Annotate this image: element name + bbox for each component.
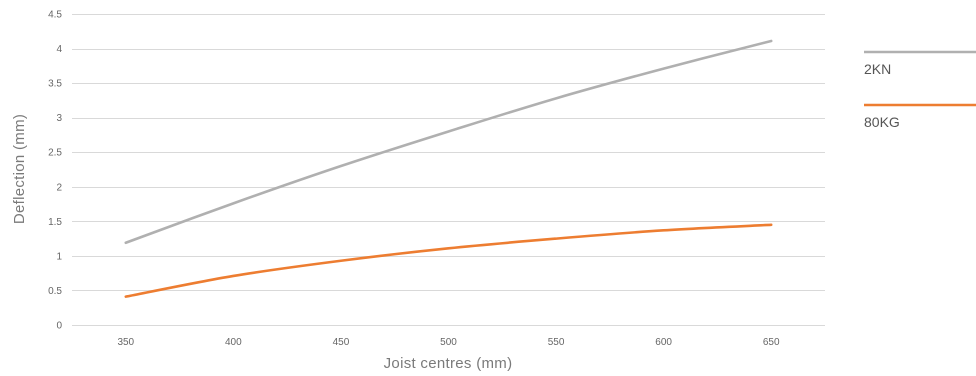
y-tick-label: 3.5 <box>48 79 62 90</box>
y-tick-label: 2.5 <box>48 148 62 159</box>
series-line-80kg <box>124 223 773 298</box>
y-tick-label: 3 <box>56 113 62 124</box>
x-tick-label: 450 <box>333 337 350 348</box>
x-axis-tick-labels: 350 400 450 500 550 600 650 <box>117 337 780 348</box>
series-line-2kn <box>124 39 773 245</box>
legend-label-80kg: 80KG <box>864 114 900 130</box>
y-tick-label: 0 <box>56 321 62 332</box>
y-tick-label: 4.5 <box>48 10 62 21</box>
x-axis-title: Joist centres (mm) <box>384 355 513 372</box>
y-tick-label: 4 <box>56 44 62 55</box>
legend: 2KN 80KG <box>864 50 976 130</box>
y-tick-label: 0.5 <box>48 286 62 297</box>
x-tick-label: 600 <box>655 337 672 348</box>
y-axis-tick-labels: 0 0.5 1 1.5 2 2.5 3 3.5 4 4.5 <box>48 10 62 332</box>
x-tick-label: 500 <box>440 337 457 348</box>
x-tick-label: 400 <box>225 337 242 348</box>
y-tick-label: 1 <box>56 251 62 262</box>
x-tick-label: 350 <box>117 337 134 348</box>
y-tick-label: 1.5 <box>48 217 62 228</box>
x-tick-label: 650 <box>763 337 780 348</box>
y-tick-label: 2 <box>56 182 62 193</box>
legend-label-2kn: 2KN <box>864 61 891 77</box>
series-lines <box>124 39 773 298</box>
gridlines <box>72 14 825 326</box>
x-tick-label: 550 <box>548 337 565 348</box>
y-axis-title: Deflection (mm) <box>11 114 28 224</box>
